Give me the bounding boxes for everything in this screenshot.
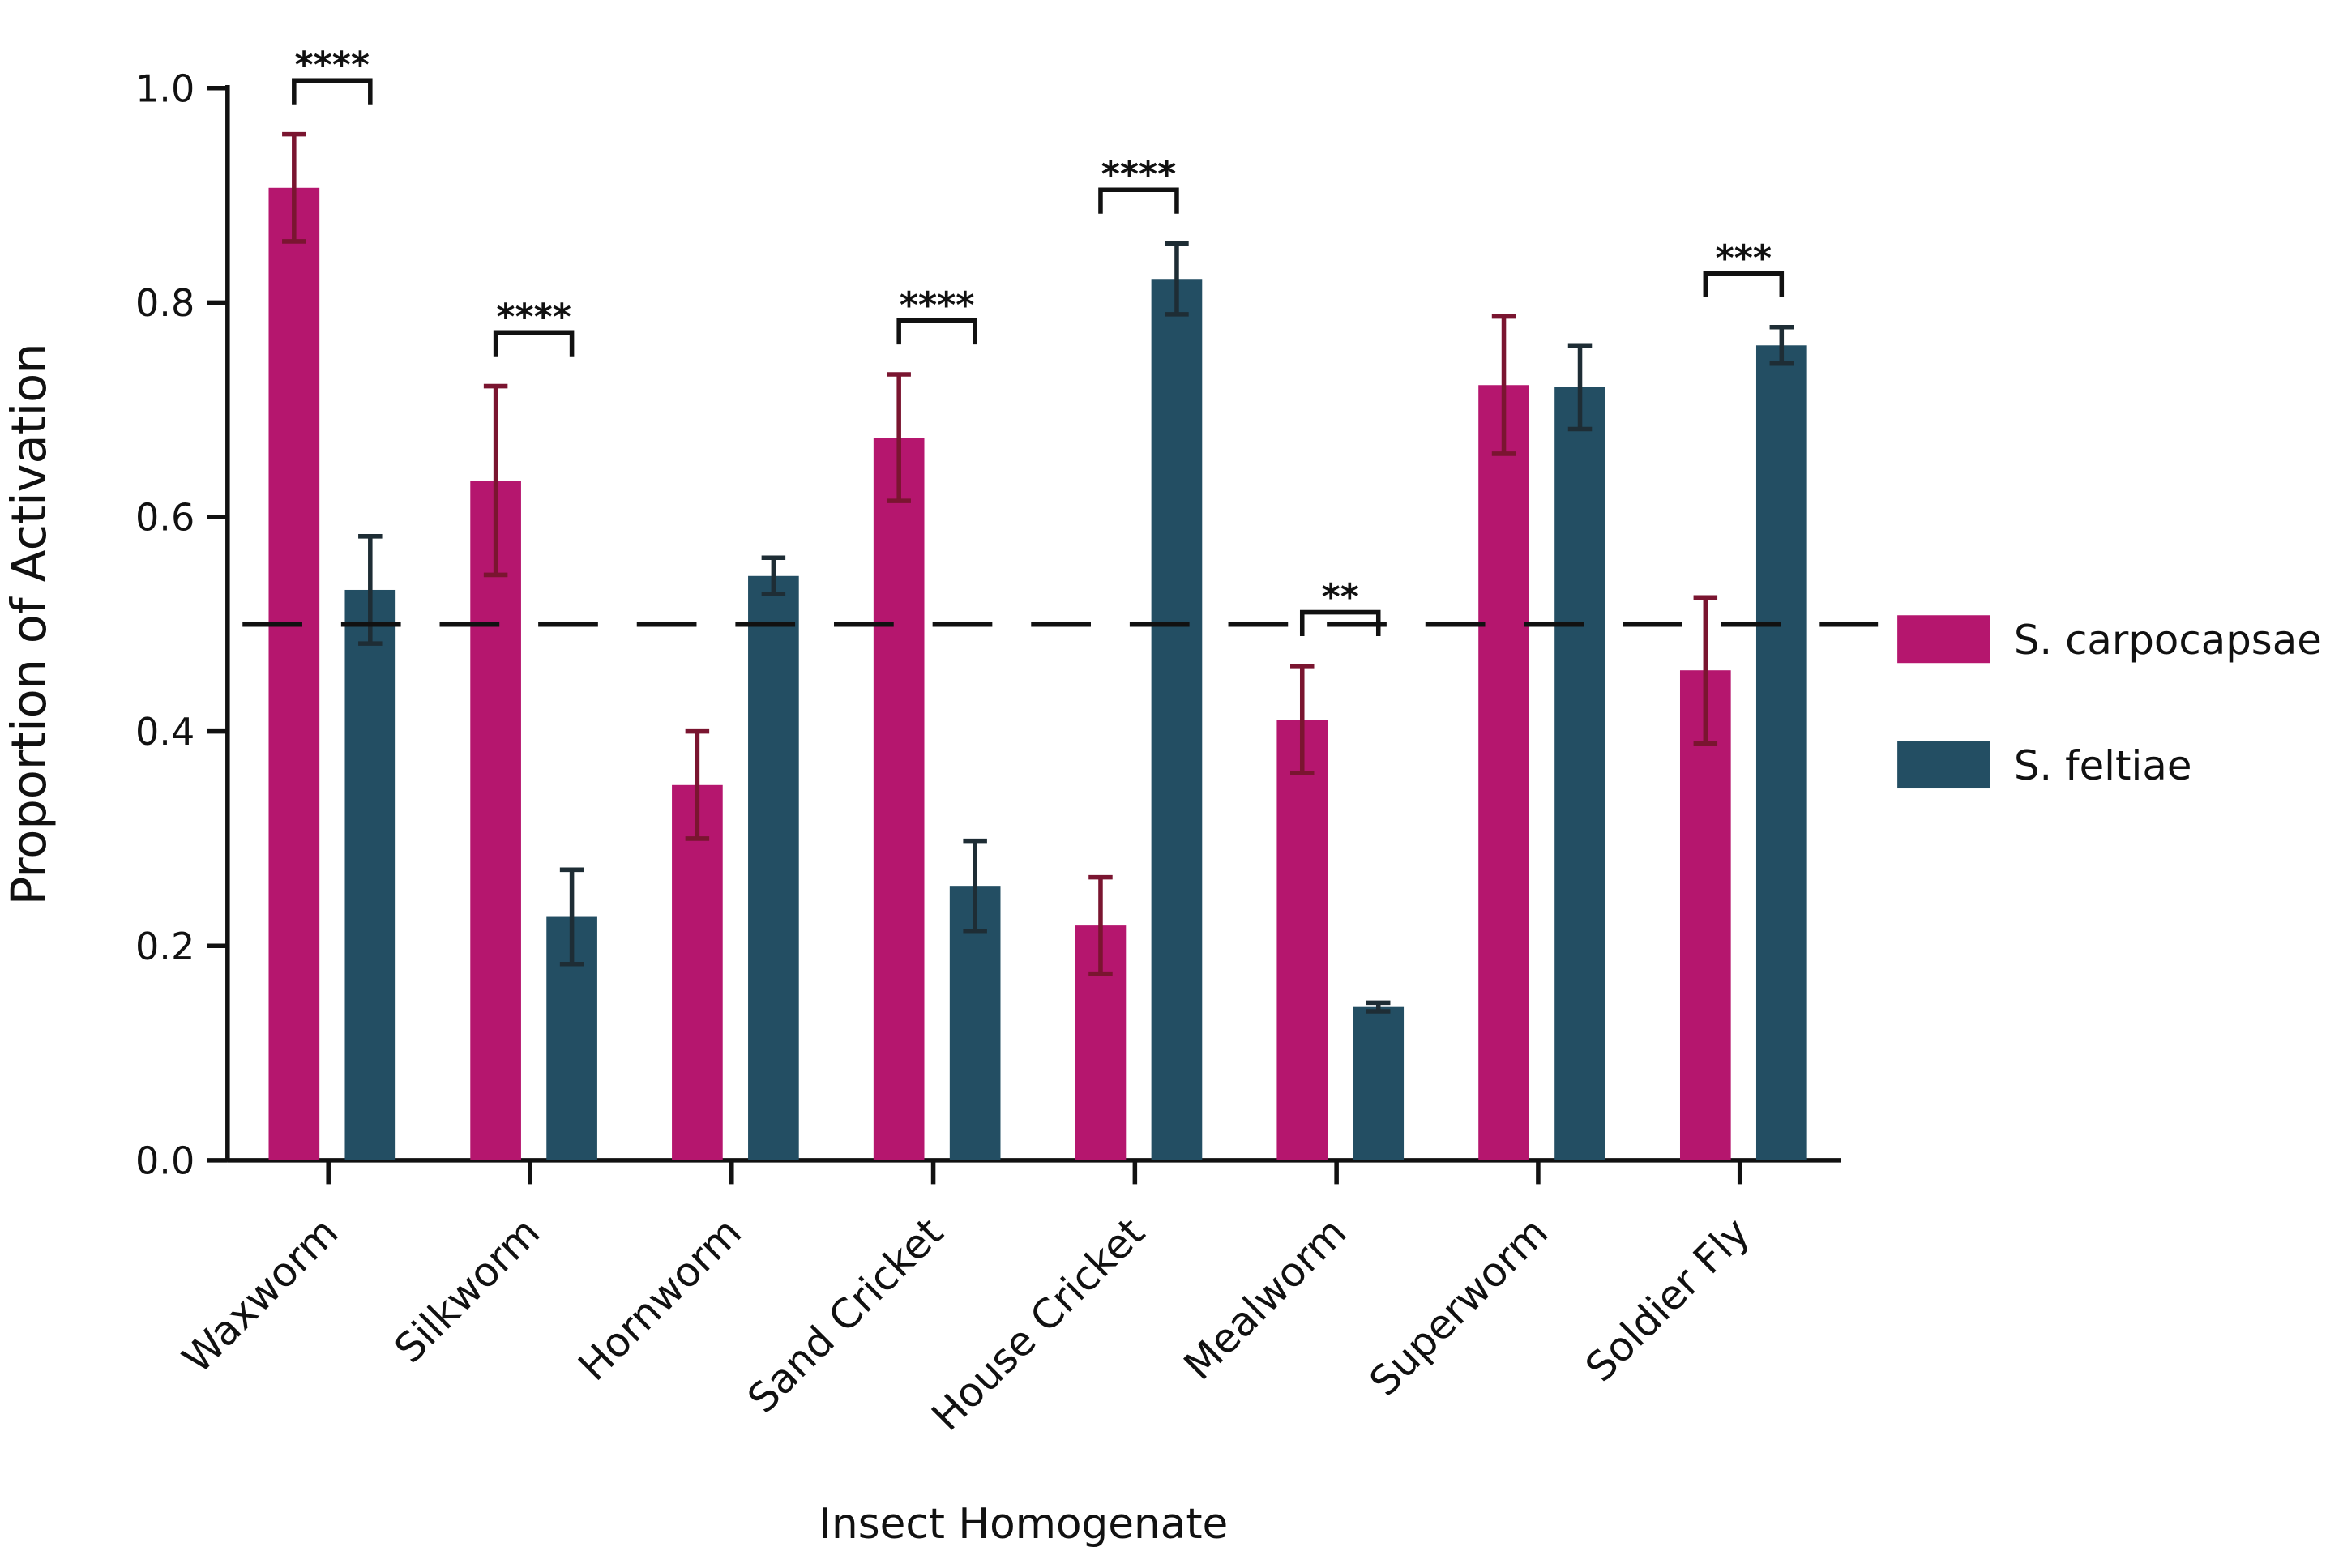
significance-bracket <box>1098 187 1179 214</box>
bar <box>1151 279 1203 1160</box>
bar <box>470 481 521 1160</box>
x-tick-label: Mealworm <box>1175 1209 1356 1390</box>
bar <box>1478 385 1529 1160</box>
bar <box>1353 1006 1405 1160</box>
y-tick-label: 0.8 <box>135 281 195 325</box>
bar <box>672 784 723 1160</box>
significance-label: **** <box>295 45 370 87</box>
significance-bracket <box>493 330 575 357</box>
legend-swatch <box>1897 615 1990 664</box>
x-tick-label: Sand Cricket <box>738 1209 951 1422</box>
error-bar <box>559 867 584 967</box>
error-bar <box>1290 664 1315 775</box>
error-bar <box>483 383 508 578</box>
significance-label: *** <box>1716 238 1772 280</box>
significance-bracket <box>292 78 373 105</box>
error-bar <box>1088 874 1113 976</box>
x-tick-label: Soldier Fly <box>1576 1209 1759 1391</box>
bar <box>268 187 320 1160</box>
legend-swatch <box>1897 741 1990 789</box>
significance-label: ** <box>1322 577 1359 618</box>
error-bar <box>1567 343 1593 432</box>
bar <box>748 575 799 1160</box>
significance-bracket <box>1703 271 1785 297</box>
significance-label: **** <box>900 285 975 327</box>
error-bar <box>1491 314 1516 456</box>
x-axis-title: Insect Homogenate <box>819 1500 1229 1549</box>
x-tick-label: Silkworm <box>386 1209 549 1373</box>
error-bar <box>761 555 786 597</box>
y-tick-label: 0.4 <box>135 710 195 754</box>
significance-label: **** <box>1101 155 1176 196</box>
bar <box>1276 720 1328 1160</box>
bar <box>1755 345 1807 1160</box>
x-tick-label: House Cricket <box>922 1209 1153 1440</box>
error-bar <box>963 838 987 934</box>
y-axis-title: Proportion of Activation <box>1 343 57 905</box>
bar <box>1554 387 1605 1160</box>
y-tick-label: 0.2 <box>135 925 195 968</box>
error-bar <box>1693 595 1718 746</box>
error-bar <box>685 728 710 841</box>
y-tick-label: 1.0 <box>135 66 195 110</box>
bar <box>873 438 925 1160</box>
error-bar <box>1165 241 1189 317</box>
significance-bracket <box>896 318 977 345</box>
bar <box>1679 670 1731 1160</box>
significance-label: **** <box>496 297 571 339</box>
error-bar <box>282 131 306 244</box>
error-bar <box>887 372 911 503</box>
legend-label: S. carpocapsae <box>2014 617 2322 664</box>
x-tick-label: Superworm <box>1361 1209 1557 1405</box>
error-bar <box>1769 325 1794 366</box>
bar <box>344 589 396 1160</box>
x-tick-label: Hornworm <box>569 1209 750 1391</box>
y-tick-label: 0.0 <box>135 1139 195 1182</box>
y-tick-label: 0.6 <box>135 496 195 540</box>
error-bar <box>1366 1000 1391 1014</box>
x-tick-label: Waxworm <box>173 1209 347 1382</box>
legend-label: S. feltiae <box>2014 742 2192 789</box>
